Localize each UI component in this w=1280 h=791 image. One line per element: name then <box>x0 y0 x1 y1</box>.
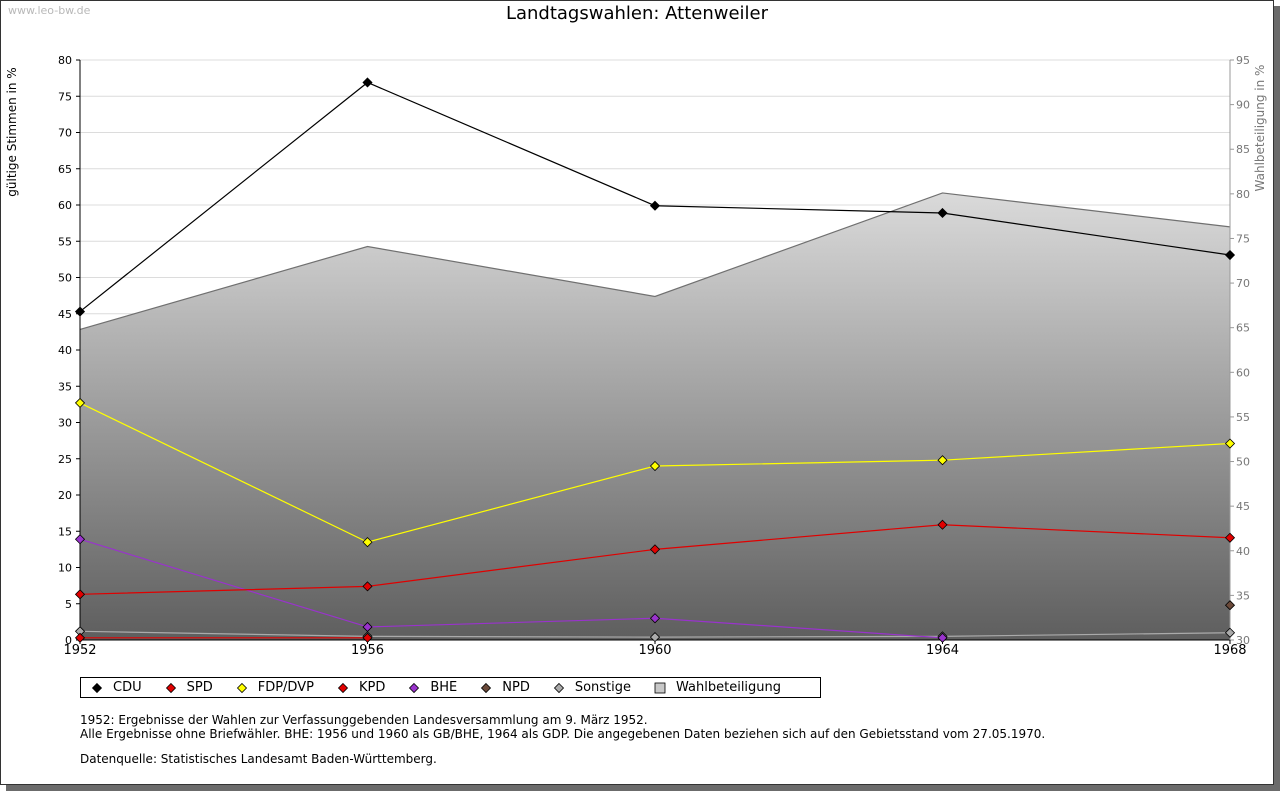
y2-tick-label: 60 <box>1236 366 1250 379</box>
legend-marker <box>337 682 349 693</box>
data-point-fdp-dvp <box>362 537 373 548</box>
y2-tick-label: 55 <box>1236 411 1250 424</box>
y-tick-label: 5 <box>65 598 72 611</box>
y2-tick-label: 35 <box>1236 589 1250 602</box>
data-point-spd <box>1224 532 1236 543</box>
legend-label: CDU <box>113 680 142 695</box>
y2-tick-label: 90 <box>1236 99 1250 112</box>
legend: CDU SPD FDP/DVP KPD BHE NPD Sonstige Wahlbeteil… <box>80 677 821 698</box>
y2-tick-label: 80 <box>1236 188 1250 201</box>
y-tick-label: 10 <box>58 562 72 575</box>
legend-item-cdu: CDU <box>89 680 142 695</box>
legend-marker <box>654 682 666 693</box>
y2-tick-label: 70 <box>1236 277 1250 290</box>
legend-marker <box>91 682 103 693</box>
note-line: 1952: Ergebnisse der Wahlen zur Verfassu… <box>80 713 648 727</box>
legend-item-npd: NPD <box>478 680 530 695</box>
y-tick-label: 35 <box>58 380 72 393</box>
legend-item-wahlbeteiligung: Wahlbeteiligung <box>652 680 781 695</box>
data-point-spd <box>74 589 86 600</box>
series-line-bhe <box>79 538 943 639</box>
legend-label: Sonstige <box>574 680 632 695</box>
legend-label: BHE <box>430 680 458 695</box>
data-point-fdp-dvp <box>937 455 948 466</box>
y-tick-label: 50 <box>58 272 72 285</box>
y2-tick-label: 75 <box>1236 232 1250 245</box>
x-tick-label: 1956 <box>351 643 384 658</box>
legend-marker <box>481 682 492 693</box>
legend-marker <box>165 682 176 693</box>
data-point-bhe <box>649 613 661 624</box>
y-tick-label: 20 <box>58 489 72 502</box>
legend-marker <box>409 682 420 693</box>
data-point-bhe <box>937 632 948 643</box>
legend-item-fdp-dvp: FDP/DVP <box>234 680 314 695</box>
notes: 1952: Ergebnisse der Wahlen zur Verfassu… <box>80 713 1045 741</box>
legend-label: FDP/DVP <box>257 680 314 695</box>
legend-label: SPD <box>186 680 213 695</box>
chart-title: Landtagswahlen: Attenweiler <box>505 3 769 24</box>
data-point-cdu <box>937 207 948 219</box>
legend-label: KPD <box>358 680 386 695</box>
data-point-npd <box>1224 600 1236 611</box>
data-point-bhe <box>362 621 373 633</box>
y2-tick-label: 65 <box>1236 322 1250 335</box>
legend-item-bhe: BHE <box>406 680 457 695</box>
y-tick-label: 30 <box>58 417 72 430</box>
y2-tick-label: 50 <box>1236 456 1250 469</box>
legend-marker <box>236 682 247 693</box>
y-tick-label: 60 <box>58 199 72 212</box>
x-tick-label: 1952 <box>63 643 96 658</box>
x-tick-label: 1964 <box>926 643 959 658</box>
data-point-fdp-dvp <box>74 397 86 408</box>
y-tick-label: 70 <box>58 127 72 140</box>
data-point-spd <box>937 519 948 530</box>
note-line: Alle Ergebnisse ohne Briefwähler. BHE: 1… <box>80 727 1046 741</box>
x-tick-label: 1960 <box>638 643 671 658</box>
legend-item-spd: SPD <box>163 680 213 695</box>
y2-tick-label: 95 <box>1236 54 1250 67</box>
data-point-cdu <box>362 77 373 88</box>
data-point-spd <box>649 544 661 555</box>
data-point-cdu <box>74 306 86 317</box>
x-tick-label: 1968 <box>1213 643 1246 658</box>
legend-item-kpd: KPD <box>335 680 385 695</box>
y2-tick-label: 30 <box>1236 634 1250 647</box>
y-tick-label: 40 <box>58 344 72 357</box>
y-tick-label: 45 <box>58 308 72 321</box>
y2-tick-label: 85 <box>1236 143 1250 156</box>
data-point-cdu <box>649 200 661 211</box>
data-point-fdp-dvp <box>649 460 661 472</box>
y-tick-label: 25 <box>58 453 72 466</box>
data-point-cdu <box>1224 249 1236 261</box>
data-point-bhe <box>74 534 86 545</box>
legend-label: Wahlbeteiligung <box>676 680 782 695</box>
data-point-sonstige <box>1224 627 1236 638</box>
data-point-fdp-dvp <box>1224 438 1236 449</box>
legend-marker <box>553 682 564 693</box>
y-tick-label: 75 <box>58 90 72 103</box>
data-point-spd <box>362 581 373 592</box>
y-tick-label: 55 <box>58 235 72 248</box>
y2-tick-label: 45 <box>1236 500 1250 513</box>
area-wahlbeteiligung-line <box>79 192 1231 331</box>
legend-item-sonstige: Sonstige <box>551 680 631 695</box>
data-point-kpd <box>74 632 86 643</box>
y-tick-label: 0 <box>65 634 72 647</box>
legend-label: NPD <box>502 680 530 695</box>
area-wahlbeteiligung <box>80 192 1230 640</box>
watermark: www.leo-bw.de <box>8 4 91 17</box>
data-point-sonstige <box>649 632 661 643</box>
data-source: Datenquelle: Statistisches Landesamt Bad… <box>80 752 437 766</box>
y-tick-label: 15 <box>58 525 72 538</box>
y-tick-label: 80 <box>58 54 72 67</box>
y-tick-label: 65 <box>58 163 72 176</box>
y2-tick-label: 40 <box>1236 545 1250 558</box>
data-point-kpd <box>362 632 373 643</box>
